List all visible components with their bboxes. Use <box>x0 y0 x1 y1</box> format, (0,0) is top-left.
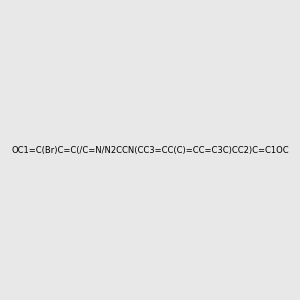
Text: OC1=C(Br)C=C(/C=N/N2CCN(CC3=CC(C)=CC=C3C)CC2)C=C1OC: OC1=C(Br)C=C(/C=N/N2CCN(CC3=CC(C)=CC=C3C… <box>11 146 289 154</box>
